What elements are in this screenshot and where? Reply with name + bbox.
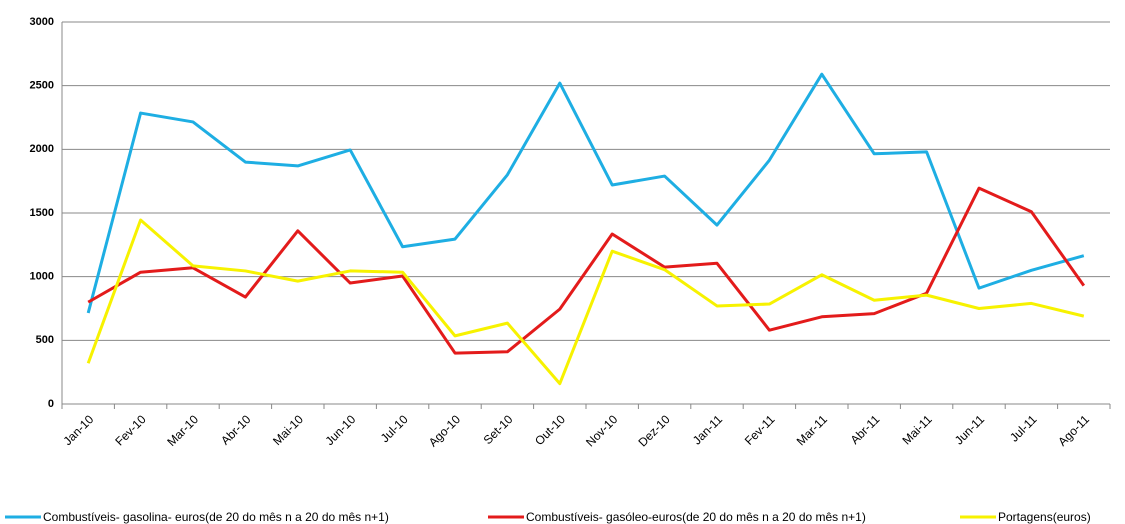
x-tick-label: Mar-11 [794, 412, 830, 448]
x-tick-label: Ago-11 [1055, 412, 1092, 449]
series-line [86, 72, 1085, 314]
y-tick-label: 1500 [30, 207, 54, 219]
legend-label: Portagens(euros) [998, 510, 1091, 524]
y-tick-label: 0 [48, 398, 54, 410]
series-line [86, 218, 1085, 386]
x-tick-label: Mai-11 [900, 412, 935, 447]
y-tick-label: 3000 [30, 16, 54, 28]
y-tick-label: 2000 [30, 143, 54, 155]
x-tick-label: Fev-10 [112, 412, 149, 449]
x-tick-label: Fev-11 [742, 412, 778, 448]
legend-label: Combustíveis- gasolina- euros(de 20 do m… [43, 510, 389, 524]
y-tick-label: 1000 [30, 271, 54, 283]
legend-label: Combustíveis- gasóleo-euros(de 20 do mês… [526, 510, 866, 524]
x-tick-label: Jan-11 [690, 412, 725, 447]
x-tick-label: Jun-11 [952, 412, 987, 447]
x-tick-label: Abr-11 [848, 412, 883, 447]
y-tick-label: 500 [36, 334, 54, 346]
x-tick-label: Set-10 [481, 412, 516, 447]
x-tick-label: Out-10 [532, 412, 568, 448]
x-tick-label: Abr-10 [218, 412, 254, 448]
x-tick-label: Dez-10 [635, 412, 672, 449]
x-tick-label: Jul-11 [1007, 412, 1040, 445]
x-tick-label: Nov-10 [583, 412, 620, 449]
x-tick-label: Jul-10 [378, 412, 411, 445]
y-tick-label: 2500 [30, 80, 54, 92]
x-tick-label: Jan-10 [60, 412, 96, 448]
x-tick-label: Ago-10 [426, 412, 463, 449]
x-tick-label: Mai-10 [270, 412, 306, 448]
x-tick-label: Jun-10 [322, 412, 358, 448]
x-tick-label: Mar-10 [164, 412, 201, 449]
